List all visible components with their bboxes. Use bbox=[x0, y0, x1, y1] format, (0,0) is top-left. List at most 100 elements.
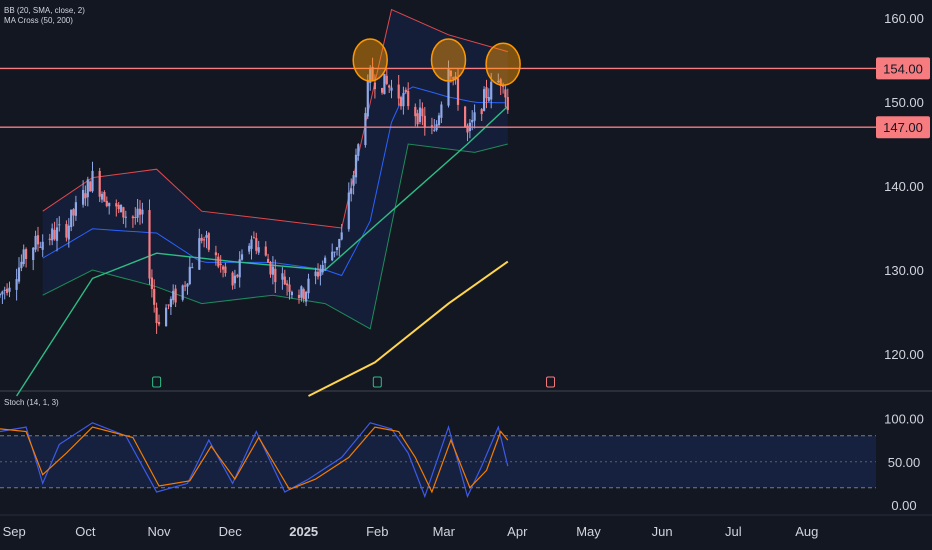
candle-body bbox=[252, 237, 255, 239]
candle-body bbox=[98, 171, 101, 197]
candle-body bbox=[314, 271, 317, 277]
event-mark bbox=[372, 376, 382, 388]
candle-body bbox=[8, 287, 11, 292]
candle-body bbox=[248, 245, 251, 252]
bb-indicator-label[interactable]: BB (20, SMA, close, 2) bbox=[4, 6, 85, 15]
candle-body bbox=[250, 239, 253, 249]
candle-body bbox=[217, 256, 220, 267]
stoch-tick-label: 50.00 bbox=[888, 455, 921, 470]
candle-body bbox=[188, 266, 191, 284]
candle-body bbox=[1, 291, 4, 295]
candle-body bbox=[3, 289, 6, 291]
stoch-indicator-label[interactable]: Stoch (14, 1, 3) bbox=[4, 398, 59, 407]
month-label: Nov bbox=[147, 524, 171, 539]
candle-body bbox=[17, 267, 21, 282]
candle-body bbox=[131, 216, 134, 219]
candles bbox=[0, 57, 509, 334]
candle-body bbox=[124, 216, 127, 218]
candle-body bbox=[506, 97, 509, 111]
candle-body bbox=[371, 66, 374, 81]
candle-body bbox=[236, 274, 239, 277]
candle-body bbox=[108, 202, 111, 207]
candle-body bbox=[350, 188, 353, 194]
candle-body bbox=[172, 290, 175, 301]
candle-body bbox=[58, 224, 61, 226]
candle-body bbox=[485, 87, 488, 99]
candle-body bbox=[307, 278, 310, 294]
candle-body bbox=[70, 209, 73, 228]
price-tick-label: 150.00 bbox=[884, 95, 924, 110]
candle-body bbox=[490, 81, 493, 100]
candle-body bbox=[214, 252, 217, 256]
candle-body bbox=[283, 276, 286, 285]
candle-body bbox=[41, 241, 44, 250]
candle-body bbox=[240, 254, 244, 260]
stoch-tick-label: 100.00 bbox=[884, 412, 924, 427]
candle-body bbox=[165, 307, 168, 327]
candle-body bbox=[347, 192, 350, 230]
price-tick-label: 160.00 bbox=[884, 11, 924, 26]
candle-body bbox=[157, 322, 161, 325]
candle-body bbox=[483, 89, 486, 111]
candle-body bbox=[231, 272, 234, 286]
candle-body bbox=[421, 108, 424, 117]
candle-body bbox=[20, 261, 23, 269]
candle-body bbox=[452, 77, 455, 79]
candle-body bbox=[456, 78, 460, 105]
candle-body bbox=[198, 238, 201, 270]
candle-body bbox=[224, 266, 227, 273]
candle-body bbox=[48, 238, 51, 240]
candle-body bbox=[150, 277, 153, 289]
candle-body bbox=[449, 70, 452, 77]
month-label: Feb bbox=[366, 524, 388, 539]
price-tick-label: 130.00 bbox=[884, 263, 924, 278]
candle-body bbox=[264, 246, 267, 256]
candle-body bbox=[255, 238, 258, 251]
candle-body bbox=[423, 115, 426, 128]
month-label: 2025 bbox=[289, 524, 318, 539]
candle-body bbox=[305, 291, 308, 302]
candle-body bbox=[383, 73, 386, 95]
candle-body bbox=[354, 154, 358, 178]
level-tag-label: 154.00 bbox=[883, 61, 923, 76]
candle-body bbox=[155, 307, 158, 323]
candle-body bbox=[39, 246, 42, 248]
candle-body bbox=[36, 235, 40, 245]
candle-body bbox=[222, 266, 225, 270]
candle-body bbox=[473, 112, 476, 121]
candle-body bbox=[324, 257, 327, 264]
month-label: Jun bbox=[652, 524, 673, 539]
candle-body bbox=[487, 97, 490, 101]
candle-body bbox=[184, 285, 187, 287]
candle-body bbox=[271, 266, 274, 275]
candle-body bbox=[497, 80, 500, 83]
candle-body bbox=[6, 288, 9, 293]
candle-body bbox=[191, 267, 194, 269]
candle-body bbox=[388, 85, 391, 88]
horizontal-levels[interactable]: 154.00 147.00 bbox=[0, 57, 930, 139]
moving-averages bbox=[16, 105, 509, 397]
candle-body bbox=[385, 75, 388, 84]
ma-cross-indicator-label[interactable]: MA Cross (50, 200) bbox=[4, 16, 73, 25]
candle-body bbox=[86, 179, 89, 198]
candle-body bbox=[238, 259, 241, 278]
candle-body bbox=[471, 120, 474, 123]
candle-body bbox=[338, 239, 341, 248]
candle-body bbox=[357, 144, 360, 156]
candle-body bbox=[32, 247, 35, 260]
candle-body bbox=[447, 68, 450, 106]
candle-body bbox=[319, 269, 322, 276]
candle-body bbox=[169, 298, 172, 307]
candle-body bbox=[53, 230, 56, 240]
month-label: May bbox=[576, 524, 601, 539]
candle-body bbox=[274, 268, 277, 283]
candle-body bbox=[91, 170, 94, 192]
candle-body bbox=[153, 289, 156, 305]
candle-body bbox=[65, 224, 68, 238]
level-tag-label: 147.00 bbox=[883, 120, 923, 135]
stoch-tick-label: 0.00 bbox=[891, 498, 916, 513]
event-mark bbox=[152, 376, 162, 388]
candle-body bbox=[82, 190, 85, 205]
candle-body bbox=[504, 89, 507, 98]
